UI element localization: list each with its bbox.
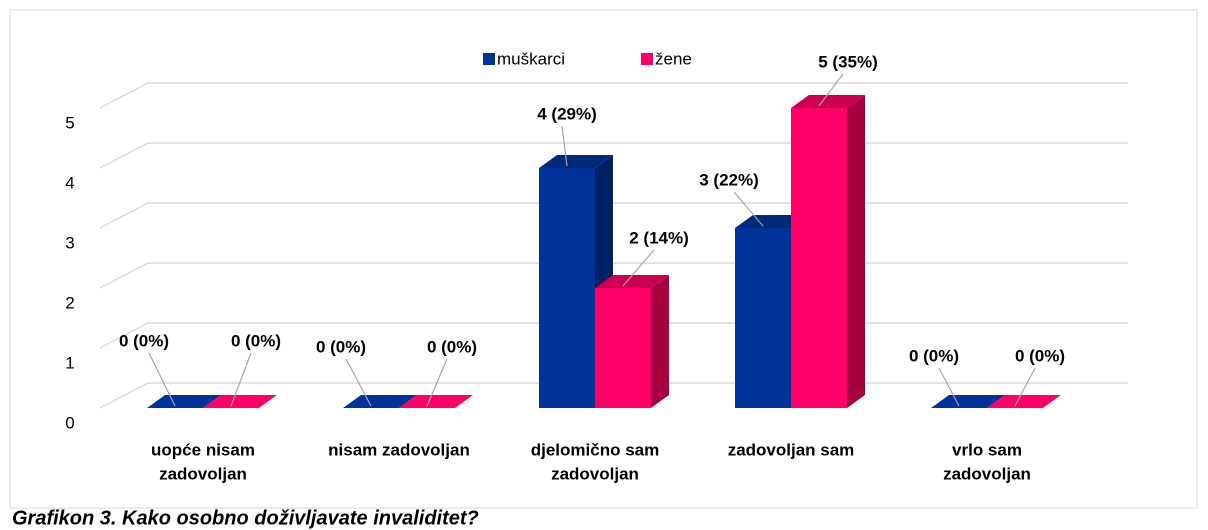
bar-3d xyxy=(399,395,473,408)
bar-side xyxy=(847,95,865,408)
leader-line xyxy=(622,249,655,287)
data-label: 4 (29%) xyxy=(537,104,597,123)
x-tick-label: nisam zadovoljan xyxy=(328,440,470,459)
data-label: 5 (35%) xyxy=(818,52,878,71)
data-label: 0 (0%) xyxy=(231,331,281,350)
data-label: 3 (22%) xyxy=(699,170,759,189)
bar-top xyxy=(595,275,669,288)
x-tick-label: uopće nisam xyxy=(151,440,255,459)
x-tick-label: vrlo sam xyxy=(952,440,1022,459)
bar-3d xyxy=(931,395,1005,408)
data-label: 0 (0%) xyxy=(427,337,477,356)
bar-3d xyxy=(539,155,613,408)
bar xyxy=(595,288,651,408)
x-tick-label: zadovoljan xyxy=(551,464,639,483)
data-label: 0 (0%) xyxy=(909,346,959,365)
leader-line xyxy=(733,191,764,227)
leader-line xyxy=(1014,367,1036,407)
y-tick-label: 1 xyxy=(65,353,74,372)
y-tick-label: 5 xyxy=(65,113,74,132)
x-tick-label: zadovoljan sam xyxy=(728,440,855,459)
bar-side xyxy=(651,275,669,408)
bar-top xyxy=(343,395,417,408)
y-tick-label: 2 xyxy=(65,293,74,312)
bar xyxy=(735,228,791,408)
y-tick-label: 3 xyxy=(65,233,74,252)
bar-3d xyxy=(203,395,277,408)
caption: Grafikon 3. Kako osobno doživljavate inv… xyxy=(12,507,479,529)
leader-line xyxy=(426,358,448,407)
x-tick-label: zadovoljan xyxy=(159,464,247,483)
grid-line xyxy=(99,82,1128,109)
bar-top xyxy=(147,395,221,408)
legend-label: muškarci xyxy=(497,49,565,68)
leader-line xyxy=(345,358,372,407)
bar-3d xyxy=(147,395,221,408)
bar-3d xyxy=(791,95,865,408)
leader-line xyxy=(148,352,176,407)
bar-3d xyxy=(343,395,417,408)
bar-top xyxy=(203,395,277,408)
legend-label: žene xyxy=(655,49,692,68)
leader-line xyxy=(230,352,252,407)
y-tick-label: 4 xyxy=(65,173,74,192)
bar-top xyxy=(987,395,1061,408)
y-tick-label: 0 xyxy=(65,413,74,432)
bar-top xyxy=(791,95,865,108)
bar xyxy=(539,168,595,408)
x-tick-label: zadovoljan xyxy=(943,464,1031,483)
bar-top xyxy=(931,395,1005,408)
legend-swatch xyxy=(641,53,653,65)
data-label: 2 (14%) xyxy=(629,228,689,247)
legend-swatch xyxy=(483,53,495,65)
x-tick-label: djelomično sam xyxy=(531,440,659,459)
bar-top xyxy=(399,395,473,408)
leader-line xyxy=(561,125,568,167)
data-label: 0 (0%) xyxy=(1015,346,1065,365)
leader-line xyxy=(938,367,960,407)
bar-top xyxy=(735,215,809,228)
bar-3d xyxy=(987,395,1061,408)
data-label: 0 (0%) xyxy=(316,337,366,356)
bar-top xyxy=(539,155,613,168)
leader-line xyxy=(818,73,844,107)
bar xyxy=(791,108,847,408)
bar-3d xyxy=(595,275,669,408)
data-label: 0 (0%) xyxy=(119,331,169,350)
